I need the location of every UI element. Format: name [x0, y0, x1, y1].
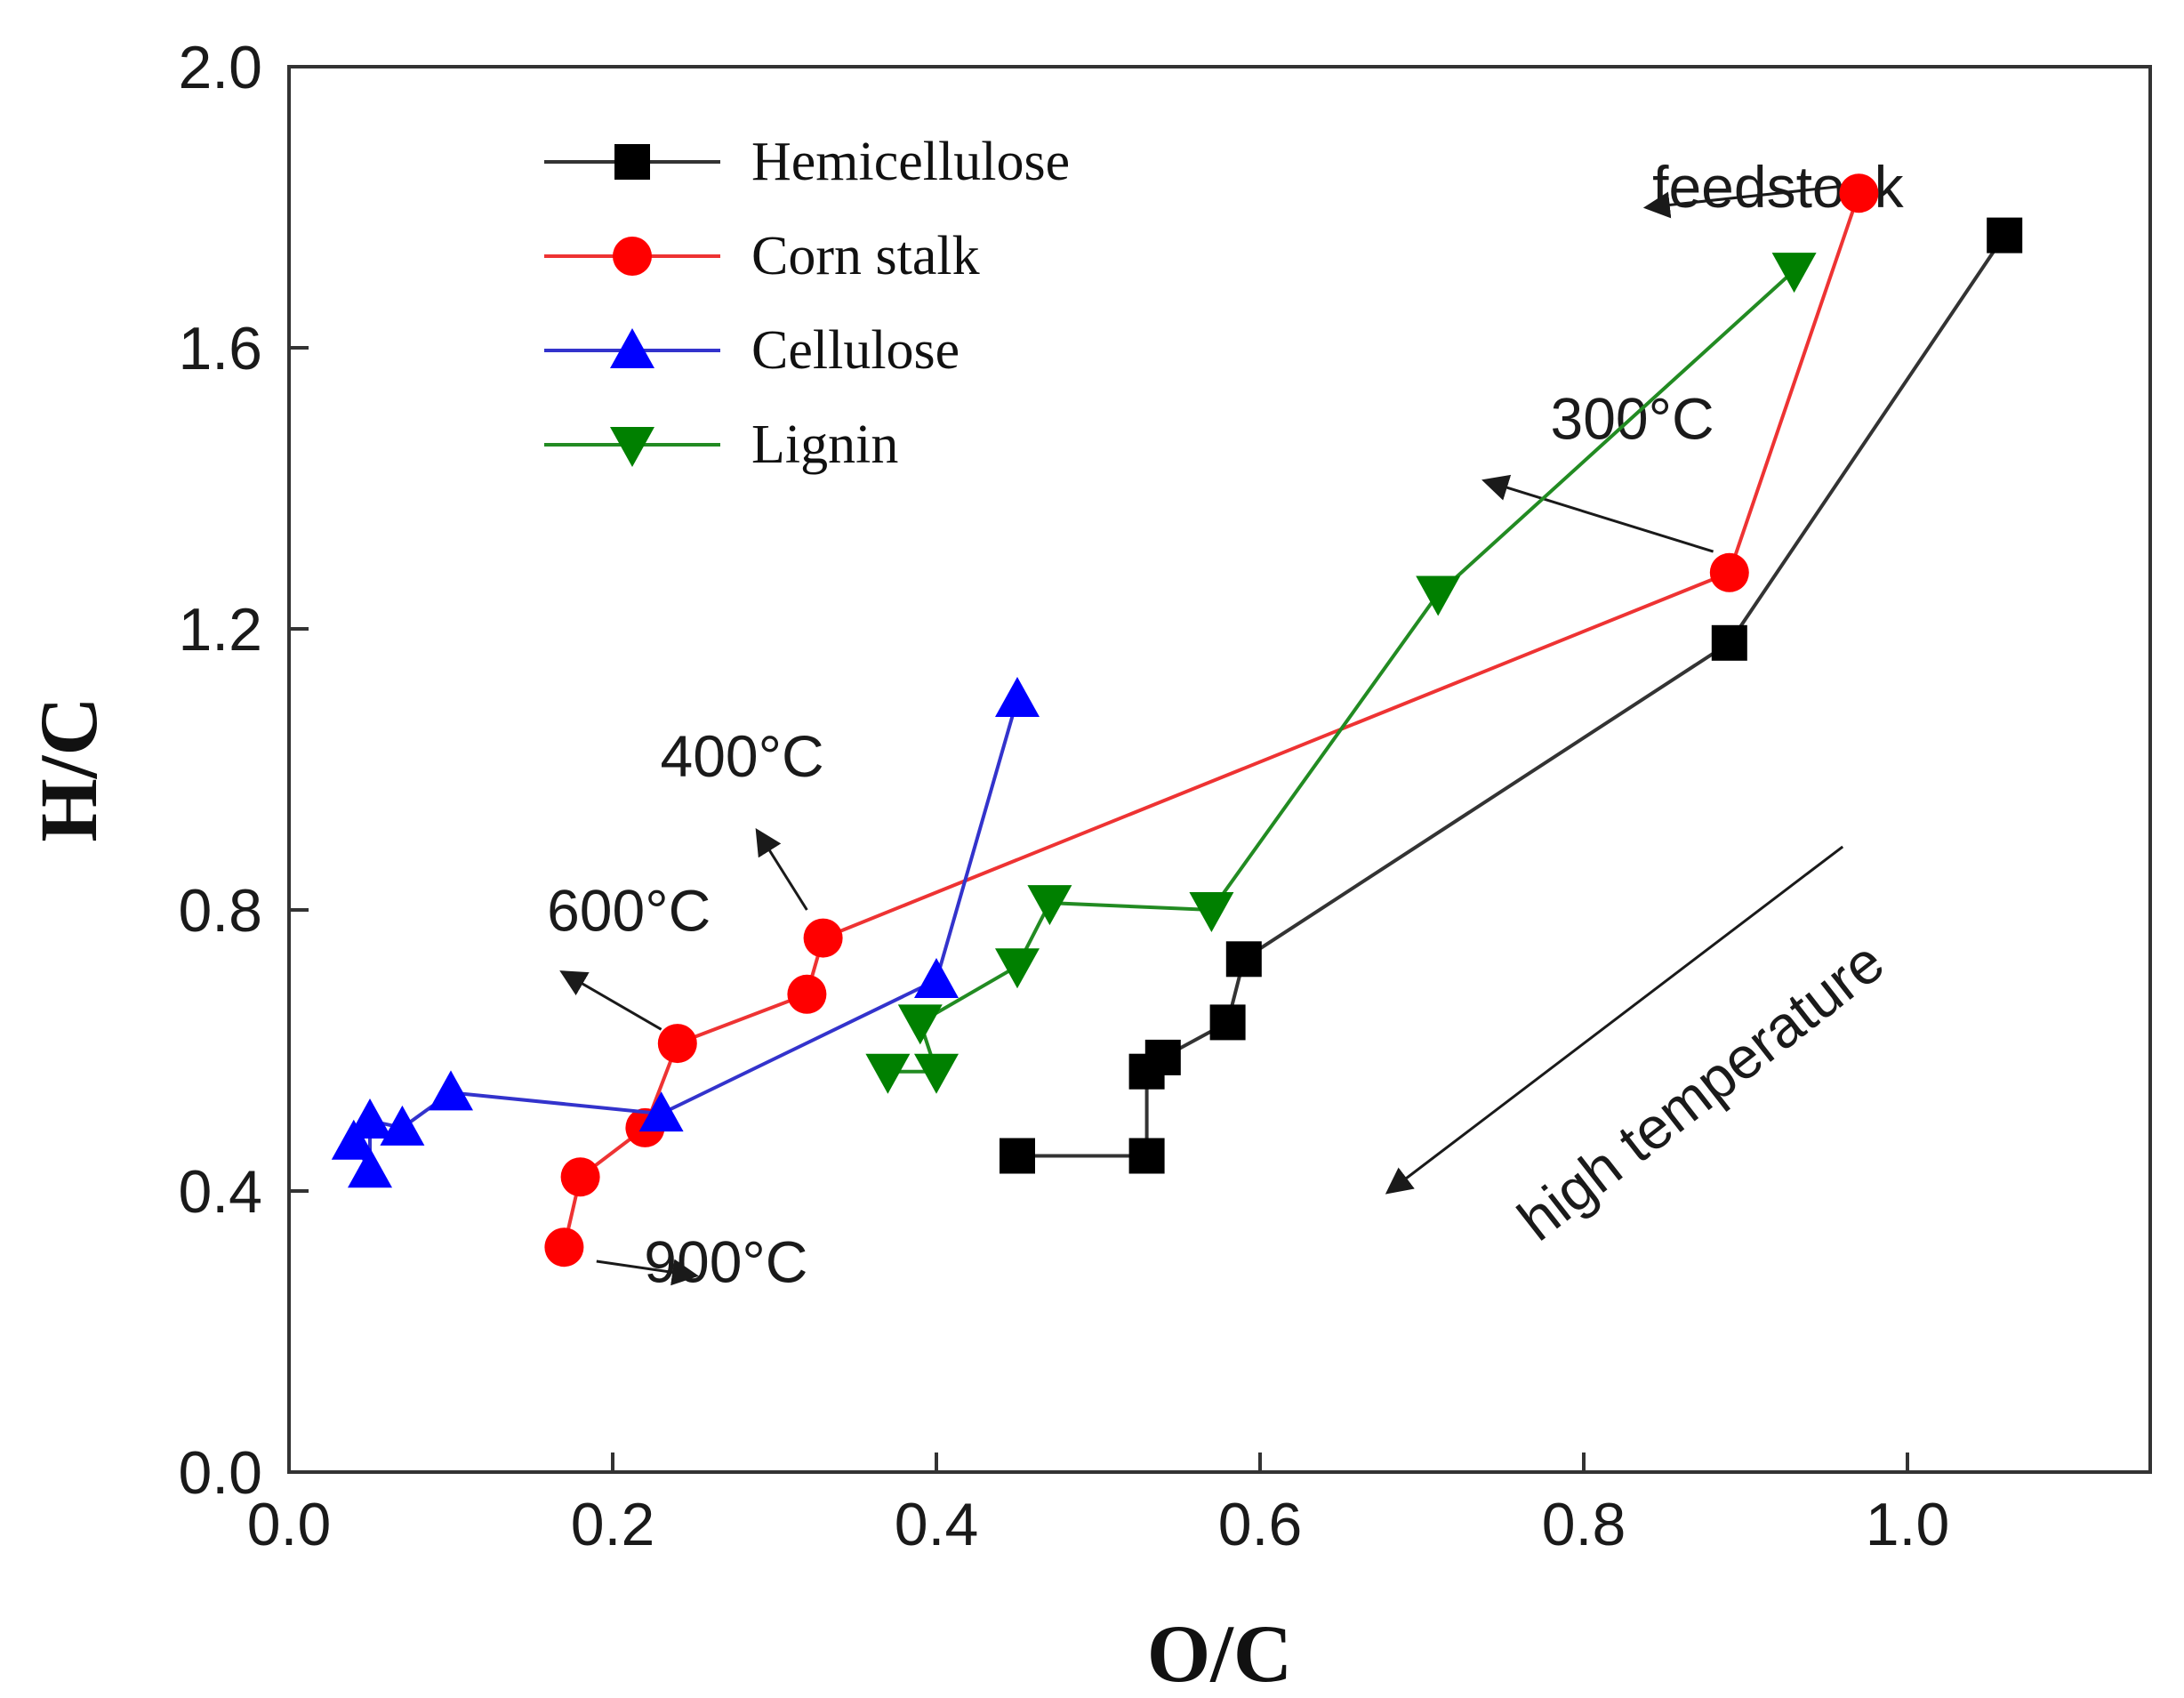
x-axis-title: O/C — [1147, 1608, 1293, 1698]
data-point — [657, 1024, 697, 1064]
data-point — [638, 1091, 684, 1132]
x-tick-label: 0.6 — [1218, 1491, 1303, 1558]
y-tick-label: 1.6 — [178, 315, 262, 382]
legend-marker — [614, 144, 650, 180]
x-tick-label: 0.4 — [895, 1491, 979, 1558]
data-point — [787, 974, 827, 1014]
data-point — [995, 677, 1040, 717]
axes: 0.0 0.2 0.4 0.6 0.8 1.0 0.0 0.4 0.8 1.2 1.6 2.0 — [178, 34, 1949, 1558]
y-tick-label: 0.0 — [178, 1439, 262, 1507]
y-tick-label: 2.0 — [178, 34, 262, 101]
legend-marker — [610, 427, 654, 467]
data-point — [1027, 885, 1072, 926]
data-point — [1189, 892, 1234, 932]
data-point — [429, 1070, 473, 1111]
series-corn-stalk — [544, 173, 1879, 1267]
annotation-label: 600°C — [547, 878, 711, 944]
legend: Hemicellulose Corn stalk Cellulose Lignin — [544, 132, 1070, 475]
legend-label: Corn stalk — [751, 226, 980, 286]
data-point — [380, 1105, 425, 1146]
data-point — [544, 1227, 584, 1267]
x-tick-label: 0.8 — [1542, 1491, 1626, 1558]
y-tick-label: 1.2 — [178, 596, 262, 664]
data-point — [1711, 624, 1747, 661]
data-point — [1128, 1053, 1165, 1090]
plot-frame — [287, 65, 2152, 1474]
annotation-arrow — [596, 1259, 699, 1286]
data-point — [1225, 941, 1262, 978]
annotation-arrow — [1481, 474, 1714, 553]
annotation-arrow — [1642, 184, 1843, 219]
annotation-arrow — [1385, 845, 1844, 1195]
legend-marker — [613, 237, 652, 276]
y-tick-label: 0.4 — [178, 1158, 262, 1226]
data-point — [914, 1053, 959, 1094]
data-point — [560, 1157, 600, 1197]
data-point — [1128, 1138, 1165, 1174]
data-point — [1771, 253, 1817, 294]
data-point — [865, 1053, 911, 1094]
series-line — [1017, 234, 2006, 1158]
data-point — [1209, 1004, 1246, 1041]
data-point — [331, 1119, 376, 1160]
series-lignin — [865, 253, 1817, 1094]
data-point — [348, 1098, 392, 1139]
y-axis-title: H/C — [23, 696, 114, 842]
series — [331, 173, 2023, 1267]
annotation-arrow — [559, 970, 662, 1031]
data-point — [897, 1004, 943, 1045]
data-point — [995, 948, 1040, 989]
data-point — [1000, 1138, 1035, 1174]
x-tick-label: 1.0 — [1866, 1491, 1950, 1558]
annotation-arrow — [755, 828, 808, 911]
data-point — [1987, 217, 2023, 253]
annotation-label: 900°C — [644, 1229, 807, 1295]
data-point — [803, 918, 843, 958]
y-tick-label: 0.8 — [178, 877, 262, 945]
data-point — [348, 1147, 392, 1188]
legend-label: Cellulose — [751, 320, 960, 381]
data-point — [1839, 173, 1879, 213]
data-point — [1709, 552, 1749, 592]
x-tick-label: 0.0 — [247, 1491, 332, 1558]
data-point — [1416, 575, 1461, 616]
annotation-label: high temperature — [1506, 928, 1896, 1253]
series-hemicellulose — [1000, 217, 2023, 1174]
legend-marker — [610, 328, 654, 368]
x-tick-label: 0.2 — [571, 1491, 655, 1558]
series-cellulose — [331, 677, 1040, 1188]
legend-label: Hemicellulose — [751, 132, 1070, 192]
annotation-label: 400°C — [661, 723, 824, 789]
data-point — [914, 958, 959, 998]
legend-label: Lignin — [751, 414, 898, 475]
